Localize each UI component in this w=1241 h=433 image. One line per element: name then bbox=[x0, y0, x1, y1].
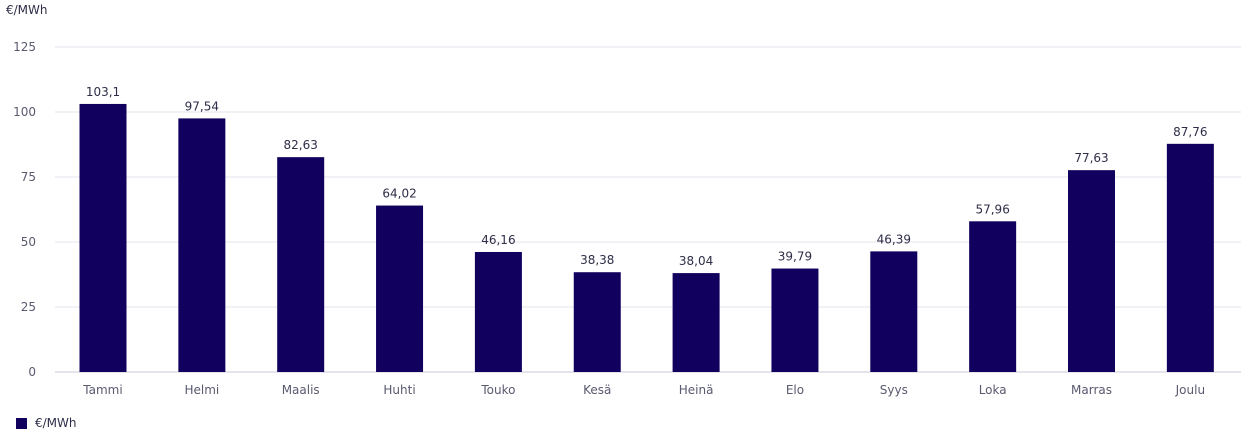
x-tick-label: Loka bbox=[979, 383, 1007, 397]
bar-heinä bbox=[672, 273, 720, 372]
data-labels: 103,1 97,54 82,63 64,02 46,16 38,38 38,04 39,79… bbox=[86, 85, 1208, 268]
data-label: 97,54 bbox=[185, 99, 219, 113]
y-tick-label: 50 bbox=[21, 235, 36, 249]
bar-maalis bbox=[277, 157, 325, 372]
x-tick-label: Kesä bbox=[583, 383, 611, 397]
data-label: 38,38 bbox=[580, 253, 614, 267]
bar-huhti bbox=[376, 205, 424, 372]
data-label: 87,76 bbox=[1173, 125, 1207, 139]
bar-kesä bbox=[573, 272, 621, 372]
x-tick-label: Maalis bbox=[282, 383, 320, 397]
x-tick-label: Helmi bbox=[184, 383, 219, 397]
bar-elo bbox=[771, 268, 819, 372]
x-tick-label: Tammi bbox=[82, 383, 122, 397]
data-label: 57,96 bbox=[975, 202, 1009, 216]
x-tick-label: Heinä bbox=[679, 383, 714, 397]
bar-loka bbox=[969, 221, 1017, 372]
data-label: 64,02 bbox=[382, 187, 416, 201]
legend-swatch bbox=[16, 417, 27, 429]
data-label: 39,79 bbox=[778, 250, 812, 264]
x-axis-ticks: Tammi Helmi Maalis Huhti Touko Kesä Heinä Elo Sy… bbox=[82, 383, 1205, 397]
x-tick-label: Huhti bbox=[383, 383, 415, 397]
data-label: 103,1 bbox=[86, 85, 120, 99]
gridlines bbox=[55, 46, 1241, 373]
y-tick-label: 125 bbox=[13, 40, 36, 54]
data-label: 46,39 bbox=[877, 232, 911, 246]
y-axis-ticks: 0 25 50 75 100 125 bbox=[13, 40, 36, 379]
bar-tammi bbox=[79, 103, 127, 372]
data-label: 82,63 bbox=[284, 138, 318, 152]
x-tick-label: Touko bbox=[480, 383, 515, 397]
x-tick-label: Syys bbox=[880, 383, 908, 397]
data-label: 77,63 bbox=[1074, 151, 1108, 165]
y-tick-label: 100 bbox=[13, 105, 36, 119]
y-tick-label: 25 bbox=[21, 300, 36, 314]
y-tick-label: 75 bbox=[21, 170, 36, 184]
bar-marras bbox=[1068, 170, 1115, 372]
bar-helmi bbox=[178, 118, 226, 372]
data-label: 46,16 bbox=[481, 233, 515, 247]
bar-joulu bbox=[1166, 143, 1214, 372]
legend: €/MWh bbox=[16, 416, 77, 430]
y-axis-unit-label: €/MWh bbox=[6, 3, 48, 17]
x-tick-label: Joulu bbox=[1175, 383, 1205, 397]
y-tick-label: 0 bbox=[28, 365, 36, 379]
bar-chart: €/MWh 0 25 50 75 100 125 103,1 97,54 82,63 64,02… bbox=[6, 3, 1241, 397]
x-tick-label: Marras bbox=[1071, 383, 1112, 397]
data-label: 38,04 bbox=[679, 254, 713, 268]
bars bbox=[79, 103, 1214, 372]
bar-touko bbox=[474, 251, 522, 372]
bar-syys bbox=[870, 251, 918, 372]
x-tick-label: Elo bbox=[786, 383, 804, 397]
legend-label: €/MWh bbox=[35, 416, 77, 430]
